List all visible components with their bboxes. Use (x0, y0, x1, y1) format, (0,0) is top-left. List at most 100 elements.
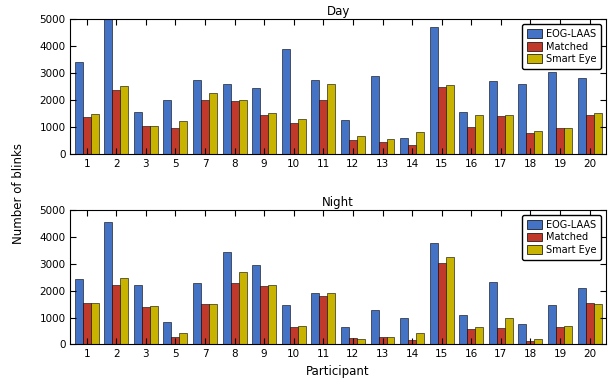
Bar (578, 79, 586, 154)
Bar (231, 283, 239, 344)
X-axis label: Participant: Participant (307, 365, 370, 378)
Bar (171, 128, 179, 154)
Bar (104, 222, 112, 344)
Bar (223, 252, 231, 344)
Bar (312, 293, 319, 344)
Bar (193, 283, 201, 344)
Bar (312, 80, 319, 154)
Bar (459, 112, 468, 154)
Bar (163, 100, 171, 154)
Bar (548, 305, 556, 344)
Bar (387, 139, 395, 154)
Bar (468, 127, 476, 154)
Bar (459, 315, 468, 344)
Bar (327, 84, 335, 154)
Bar (142, 126, 150, 154)
Bar (378, 142, 387, 154)
Bar (142, 307, 150, 344)
Bar (223, 84, 231, 154)
Bar (163, 322, 171, 344)
Bar (518, 84, 526, 154)
Bar (408, 145, 416, 154)
Bar (476, 327, 483, 344)
Bar (319, 296, 327, 344)
Bar (349, 140, 357, 154)
Bar (446, 86, 453, 154)
Bar (268, 285, 276, 344)
Bar (282, 49, 289, 154)
Bar (400, 137, 408, 154)
Bar (341, 327, 349, 344)
Bar (586, 303, 594, 344)
Bar (534, 130, 542, 154)
Bar (349, 338, 357, 344)
Bar (526, 341, 534, 344)
Bar (319, 100, 327, 154)
Bar (239, 272, 247, 344)
Bar (341, 120, 349, 154)
Bar (534, 339, 542, 344)
Bar (505, 318, 513, 344)
Bar (416, 333, 424, 344)
Text: Number of blinks: Number of blinks (12, 143, 25, 244)
Bar (179, 122, 187, 154)
Bar (239, 101, 247, 154)
Title: Night: Night (322, 196, 354, 209)
Bar (201, 100, 209, 154)
Bar (134, 112, 142, 154)
Bar (564, 326, 572, 344)
Bar (476, 115, 483, 154)
Bar (298, 326, 306, 344)
Bar (75, 279, 83, 344)
Bar (91, 303, 99, 344)
Bar (556, 128, 564, 154)
Bar (120, 278, 129, 344)
Bar (289, 327, 298, 344)
Title: Day: Day (326, 5, 350, 18)
Bar (387, 337, 395, 344)
Bar (378, 337, 387, 344)
Bar (252, 88, 260, 154)
Bar (594, 113, 602, 154)
Bar (112, 90, 120, 154)
Bar (282, 305, 289, 344)
Bar (75, 62, 83, 154)
Bar (489, 282, 497, 344)
Legend: EOG-LAAS, Matched, Smart Eye: EOG-LAAS, Matched, Smart Eye (522, 24, 601, 69)
Bar (134, 285, 142, 344)
Bar (564, 128, 572, 154)
Bar (438, 263, 446, 344)
Bar (252, 265, 260, 344)
Bar (120, 86, 129, 154)
Bar (430, 243, 438, 344)
Bar (209, 305, 217, 344)
Bar (209, 93, 217, 154)
Bar (430, 27, 438, 154)
Bar (193, 80, 201, 154)
Bar (150, 126, 158, 154)
Bar (357, 339, 365, 344)
Bar (231, 101, 239, 154)
Bar (438, 87, 446, 154)
Bar (91, 114, 99, 154)
Bar (112, 285, 120, 344)
Bar (526, 133, 534, 154)
Bar (201, 304, 209, 344)
Bar (357, 137, 365, 154)
Bar (289, 123, 298, 154)
Bar (327, 293, 335, 344)
Bar (408, 340, 416, 344)
Bar (83, 117, 91, 154)
Bar (548, 72, 556, 154)
Bar (104, 19, 112, 154)
Bar (268, 113, 276, 154)
Bar (556, 327, 564, 344)
Bar (468, 329, 476, 344)
Bar (179, 332, 187, 344)
Bar (489, 81, 497, 154)
Bar (260, 286, 268, 344)
Bar (578, 288, 586, 344)
Bar (171, 337, 179, 344)
Bar (370, 76, 378, 154)
Bar (298, 119, 306, 154)
